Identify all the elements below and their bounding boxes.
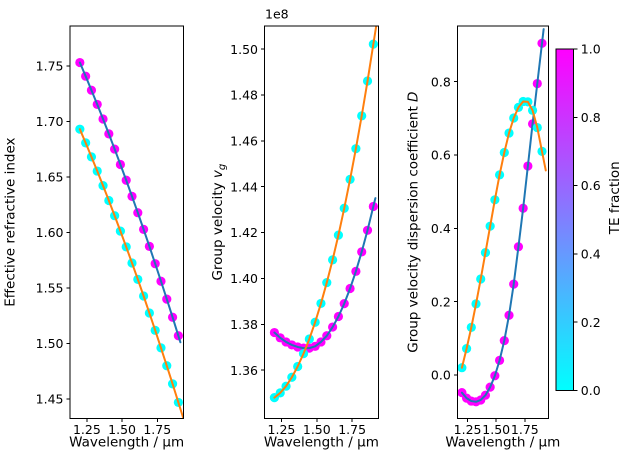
series-te-0 [75,124,184,419]
x-axis-label: Wavelength / μm [264,435,379,451]
colorbar-tick-label: 1.0 [581,42,601,57]
axis-offset-text: 1e8 [265,7,289,22]
x-axis-label: Wavelength / μm [69,435,184,451]
y-tick-label: 0.8 [431,74,451,89]
series-te-1 [269,197,378,353]
y-tick-label: 1.65 [36,170,64,185]
y-tick-label: 0.6 [431,148,451,163]
x-tick-label: 1.25 [268,422,296,437]
fit-line [78,128,184,419]
series-te-1 [75,57,183,344]
y-axis-label: Group velocity dispersion coefficient D [406,92,422,353]
y-axis-label-text: Group velocity dispersion coefficient [406,102,422,353]
series-te-0 [269,26,378,403]
y-tick-label: 1.38 [230,317,258,332]
x-tick-label: 1.75 [143,422,171,437]
y-axis-label: Effective refractive index [3,137,19,306]
x-tick-label: 1.25 [73,422,101,437]
y-axis-label-var: v [210,169,226,178]
y-tick-label: 0.0 [431,368,451,383]
series-te-0 [457,96,547,373]
colorbar-tick-label: 0.2 [581,315,601,330]
fit-line [460,28,545,403]
colorbar-tick-label: 0.0 [581,383,601,398]
y-axis-label-text: Effective refractive index [3,137,19,306]
subplot-1: 1.25 1.50 1.75 1.45 1.50 1.55 1.60 1.65 1.70 1.75… [3,25,184,451]
x-tick-label: 1.25 [454,422,482,437]
fit-line [460,100,547,369]
y-tick-label: 1.75 [36,58,64,73]
y-tick-label: 1.40 [230,271,258,286]
y-tick-label: 1.45 [36,392,64,407]
y-tick-label: 0.4 [431,221,451,236]
y-tick-label: 1.48 [230,88,258,103]
axes-frame [69,25,184,419]
x-tick-label: 1.50 [303,422,331,437]
x-tick-label: 1.50 [108,422,136,437]
y-tick-label: 1.46 [230,133,258,148]
fit-line [273,26,378,399]
colorbar-label: TE fraction [607,161,623,235]
x-tick-label: 1.75 [338,422,366,437]
x-axis-label: Wavelength / μm [445,435,560,451]
series-te-1 [457,28,547,407]
fit-line [78,61,182,344]
y-tick-label: 1.36 [230,363,258,378]
y-tick-label: 0.2 [431,294,451,309]
y-tick-label: 1.50 [36,336,64,351]
plot-area [75,57,184,419]
fit-line [273,197,377,350]
colorbar-frame [555,48,574,391]
y-tick-label: 1.44 [230,179,258,194]
colorbar-tick-label: 0.4 [581,247,601,262]
axes-frame [456,25,549,419]
y-axis-label: Group velocity vg [210,164,228,281]
subplot-3: 1.25 1.50 1.75 0.0 0.2 0.4 0.6 0.8 Wavelength / … [406,25,560,451]
colorbar-swatch [556,49,574,391]
plot-area [269,26,378,403]
y-axis-label-text: Group velocity [210,178,226,280]
y-tick-label: 1.55 [36,281,64,296]
y-tick-label: 1.50 [230,42,258,57]
colorbar-tick-label: 0.8 [581,110,601,125]
y-axis-label-subscript: g [217,164,228,170]
y-tick-label: 1.42 [230,225,258,240]
y-tick-label: 1.60 [36,225,64,240]
subplot-2: 1.25 1.50 1.75 1.36 1.38 1.40 1.42 1.44 1.46 1.48… [210,7,379,451]
y-axis-label-var: D [406,92,422,102]
colorbar-tick-label: 0.6 [581,178,601,193]
x-tick-label: 1.50 [482,422,510,437]
x-tick-label: 1.75 [511,422,539,437]
y-tick-label: 1.70 [36,114,64,129]
colorbar: 0.0 0.2 0.4 0.6 0.8 1.0 TE fraction [555,42,623,398]
plot-area [457,28,547,407]
axes-frame [264,25,379,419]
